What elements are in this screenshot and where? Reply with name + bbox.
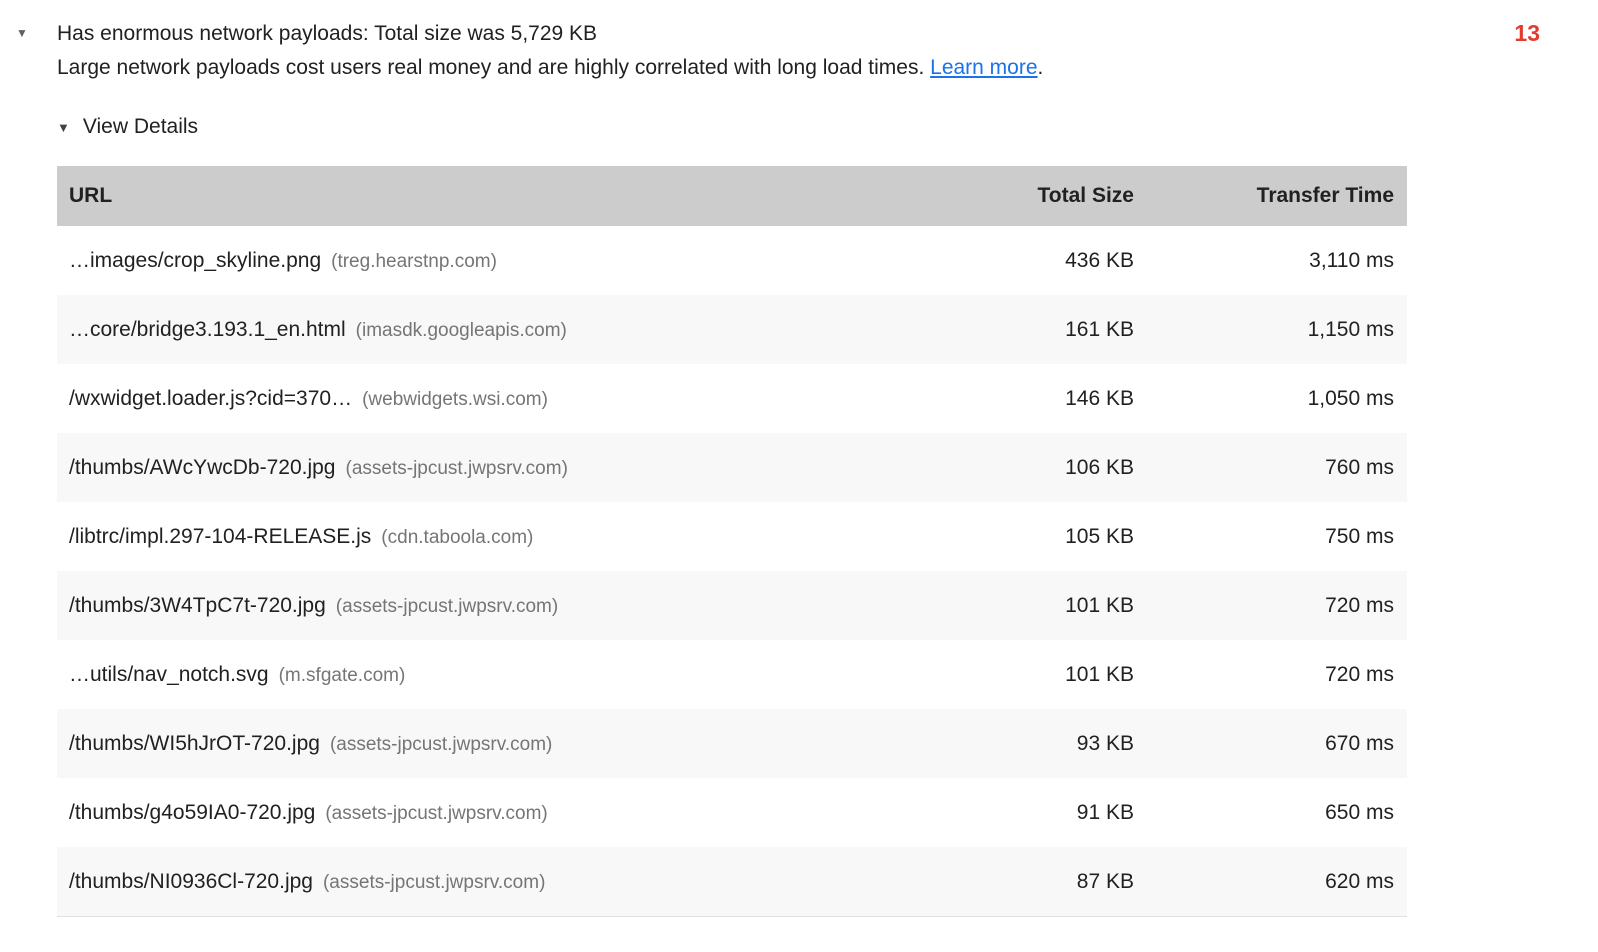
- resource-path: /thumbs/NI0936Cl-720.jpg: [69, 869, 313, 893]
- resource-domain: (assets-jpcust.jwpsrv.com): [325, 802, 548, 824]
- description-period: .: [1037, 56, 1044, 79]
- table-row: /thumbs/3W4TpC7t-720.jpg (assets-jpcust.…: [57, 571, 1407, 640]
- resource-path: …utils/nav_notch.svg: [69, 662, 269, 686]
- resource-domain: (imasdk.googleapis.com): [355, 319, 567, 341]
- table-row: …images/crop_skyline.png (treg.hearstnp.…: [57, 226, 1407, 295]
- resource-domain: (treg.hearstnp.com): [331, 250, 497, 272]
- table-row: /wxwidget.loader.js?cid=370… (webwidgets…: [57, 364, 1407, 433]
- resource-domain: (assets-jpcust.jwpsrv.com): [329, 733, 553, 755]
- url-cell: /thumbs/AWcYwcDb-720.jpg (assets-jpcust.…: [57, 456, 947, 480]
- resource-path: …images/crop_skyline.png: [69, 248, 322, 272]
- total-size-value: 161 KB: [1065, 317, 1134, 341]
- table-row: …core/bridge3.193.1_en.html (imasdk.goog…: [57, 295, 1407, 364]
- url-cell: /thumbs/NI0936Cl-720.jpg (assets-jpcust.…: [57, 870, 947, 894]
- url-cell: /thumbs/WI5hJrOT-720.jpg (assets-jpcust.…: [57, 732, 947, 756]
- audit-header: ▼ Has enormous network payloads: Total s…: [0, 0, 1598, 84]
- total-size-value: 101 KB: [1065, 593, 1134, 617]
- transfer-time-value: 1,150 ms: [1307, 317, 1394, 341]
- url-cell: /wxwidget.loader.js?cid=370… (webwidgets…: [57, 387, 947, 411]
- resource-domain: (assets-jpcust.jwpsrv.com): [335, 595, 559, 617]
- view-details-toggle[interactable]: ▼ View Details: [57, 115, 198, 139]
- resource-path: /thumbs/3W4TpC7t-720.jpg: [69, 593, 326, 617]
- view-details-triangle-icon: ▼: [57, 119, 70, 135]
- total-size-value: 101 KB: [1065, 662, 1134, 686]
- total-size-value: 146 KB: [1065, 386, 1134, 410]
- total-size-value: 87 KB: [1076, 869, 1134, 893]
- resource-path: /wxwidget.loader.js?cid=370…: [69, 386, 353, 410]
- table-row: /thumbs/WI5hJrOT-720.jpg (assets-jpcust.…: [57, 709, 1407, 778]
- payload-table: URL Total Size Transfer Time …images/cro…: [57, 166, 1407, 917]
- table-row: /thumbs/NI0936Cl-720.jpg (assets-jpcust.…: [57, 847, 1407, 916]
- transfer-time-value: 1,050 ms: [1307, 386, 1394, 410]
- resource-path: …core/bridge3.193.1_en.html: [69, 317, 346, 341]
- column-header-transfer-time: Transfer Time: [1256, 184, 1394, 207]
- resource-path: /thumbs/WI5hJrOT-720.jpg: [69, 731, 320, 755]
- total-size-value: 106 KB: [1065, 455, 1134, 479]
- total-size-value: 93 KB: [1076, 731, 1134, 755]
- table-row: …utils/nav_notch.svg (m.sfgate.com) 101 …: [57, 640, 1407, 709]
- transfer-time-value: 670 ms: [1325, 731, 1394, 755]
- resource-domain: (assets-jpcust.jwpsrv.com): [322, 871, 546, 893]
- resource-domain: (m.sfgate.com): [278, 664, 406, 686]
- resource-domain: (webwidgets.wsi.com): [362, 388, 548, 410]
- transfer-time-value: 620 ms: [1325, 869, 1394, 893]
- table-row: /thumbs/AWcYwcDb-720.jpg (assets-jpcust.…: [57, 433, 1407, 502]
- resource-path: /libtrc/impl.297-104-RELEASE.js: [69, 524, 372, 548]
- total-size-value: 436 KB: [1065, 248, 1134, 272]
- url-cell: /thumbs/g4o59IA0-720.jpg (assets-jpcust.…: [57, 801, 947, 825]
- audit-title: Has enormous network payloads: Total siz…: [57, 22, 598, 45]
- table-header-row: URL Total Size Transfer Time: [57, 166, 1407, 226]
- view-details-label: View Details: [82, 115, 199, 138]
- resource-path: /thumbs/AWcYwcDb-720.jpg: [69, 455, 336, 479]
- resource-domain: (assets-jpcust.jwpsrv.com): [345, 457, 568, 479]
- table-row: /libtrc/impl.297-104-RELEASE.js (cdn.tab…: [57, 502, 1407, 571]
- collapse-audit-icon[interactable]: ▼: [16, 26, 28, 40]
- audit-description: Large network payloads cost users real m…: [57, 52, 1398, 84]
- table-row: /thumbs/g4o59IA0-720.jpg (assets-jpcust.…: [57, 778, 1407, 847]
- transfer-time-value: 720 ms: [1325, 662, 1394, 686]
- transfer-time-value: 650 ms: [1325, 800, 1394, 824]
- learn-more-link[interactable]: Learn more: [930, 56, 1038, 79]
- url-cell: …utils/nav_notch.svg (m.sfgate.com): [57, 663, 947, 687]
- transfer-time-value: 720 ms: [1325, 593, 1394, 617]
- transfer-time-value: 3,110 ms: [1309, 248, 1394, 272]
- audit-score: 13: [1514, 20, 1540, 46]
- total-size-value: 91 KB: [1076, 800, 1134, 824]
- url-cell: /libtrc/impl.297-104-RELEASE.js (cdn.tab…: [57, 525, 947, 549]
- table-body: …images/crop_skyline.png (treg.hearstnp.…: [57, 226, 1407, 916]
- total-size-value: 105 KB: [1065, 524, 1134, 548]
- transfer-time-value: 760 ms: [1325, 455, 1394, 479]
- column-header-total-size: Total Size: [1037, 184, 1134, 207]
- url-cell: /thumbs/3W4TpC7t-720.jpg (assets-jpcust.…: [57, 594, 947, 618]
- url-cell: …core/bridge3.193.1_en.html (imasdk.goog…: [57, 318, 947, 342]
- url-cell: …images/crop_skyline.png (treg.hearstnp.…: [57, 249, 947, 273]
- resource-path: /thumbs/g4o59IA0-720.jpg: [69, 800, 316, 824]
- column-header-url: URL: [69, 184, 113, 207]
- audit-description-text: Large network payloads cost users real m…: [57, 56, 925, 79]
- lighthouse-audit-panel: ▼ Has enormous network payloads: Total s…: [0, 0, 1598, 917]
- resource-domain: (cdn.taboola.com): [381, 526, 534, 548]
- audit-header-text: Has enormous network payloads: Total siz…: [57, 18, 1398, 84]
- transfer-time-value: 750 ms: [1325, 524, 1394, 548]
